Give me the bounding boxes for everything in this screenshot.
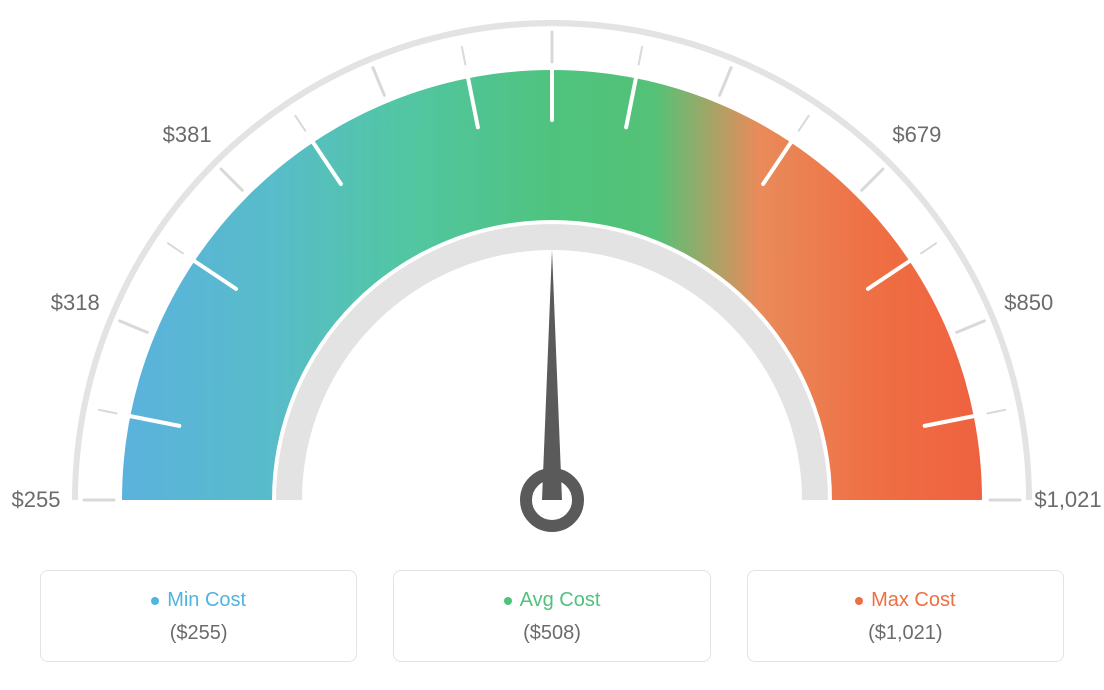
gauge-tick-label: $318 [51, 290, 100, 316]
legend-dot-min [151, 597, 159, 605]
legend-dot-max [855, 597, 863, 605]
legend-title-min: Min Cost [151, 589, 246, 612]
gauge-tick-label: $850 [1004, 290, 1053, 316]
gauge-chart: $255$318$381$508$679$850$1,021 [0, 0, 1104, 560]
legend-title-avg: Avg Cost [504, 589, 601, 612]
legend-label-avg: Avg Cost [520, 589, 601, 612]
gauge-tick-label: $679 [892, 122, 941, 148]
legend-label-max: Max Cost [871, 589, 955, 612]
legend-row: Min Cost ($255) Avg Cost ($508) Max Cost… [0, 570, 1104, 662]
gauge-svg [0, 0, 1104, 560]
gauge-tick-label: $381 [163, 122, 212, 148]
legend-value-avg: ($508) [406, 622, 697, 645]
legend-box-max: Max Cost ($1,021) [747, 570, 1064, 662]
legend-box-avg: Avg Cost ($508) [393, 570, 710, 662]
legend-label-min: Min Cost [167, 589, 246, 612]
legend-value-min: ($255) [53, 622, 344, 645]
legend-title-max: Max Cost [855, 589, 955, 612]
gauge-tick-label: $1,021 [1034, 487, 1101, 513]
legend-dot-avg [504, 597, 512, 605]
gauge-tick-label: $255 [12, 487, 61, 513]
legend-value-max: ($1,021) [760, 622, 1051, 645]
legend-box-min: Min Cost ($255) [40, 570, 357, 662]
